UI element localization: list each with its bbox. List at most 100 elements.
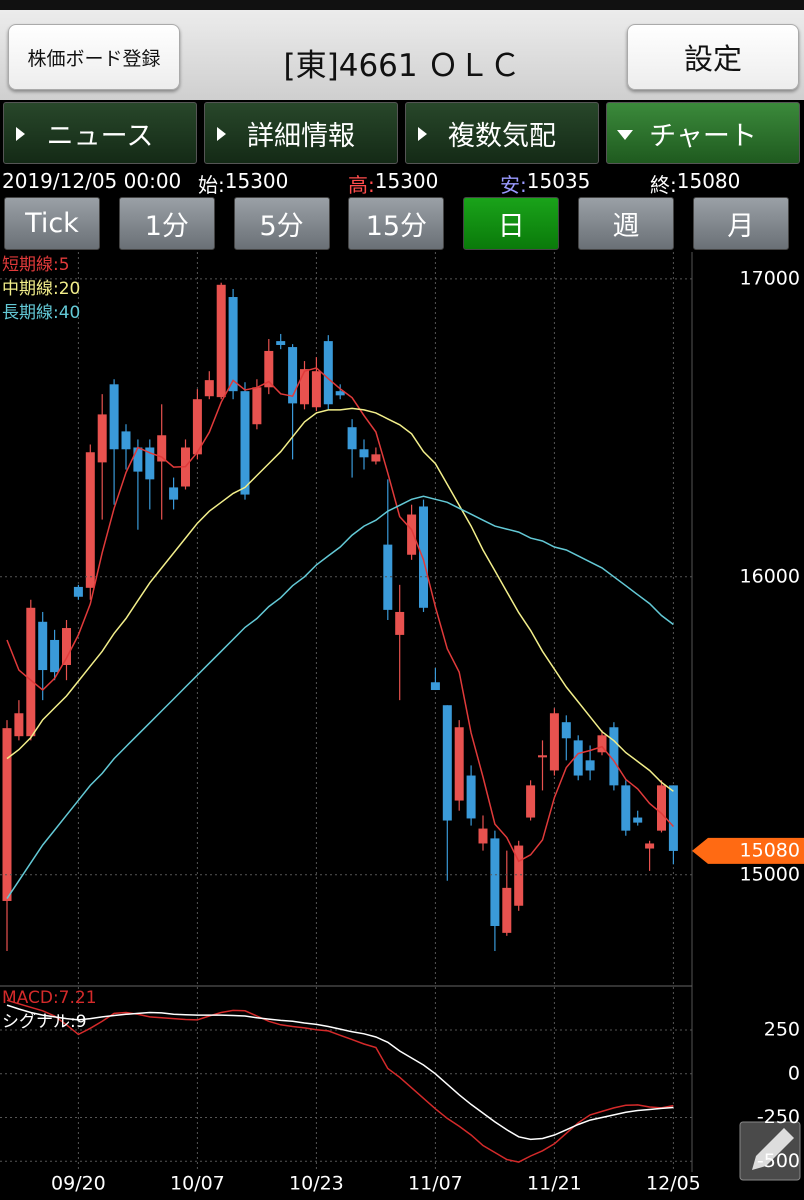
candle-body — [359, 449, 369, 458]
candle-body — [204, 380, 214, 397]
candle-body — [335, 391, 345, 396]
last-price-label: 15080 — [740, 839, 800, 861]
legend-entry: 短期線:5 — [2, 255, 70, 275]
stock-title: [東]4661 ＯＬＣ — [283, 48, 521, 84]
candle-body — [454, 727, 464, 801]
period-button[interactable]: 1分 — [118, 197, 215, 250]
x-tick-label: 10/07 — [170, 1173, 225, 1195]
candle-body — [323, 341, 333, 405]
candle-body — [192, 399, 202, 455]
y-tick-label: -250 — [757, 1106, 800, 1128]
candle-body — [442, 705, 452, 821]
candle-body — [85, 452, 95, 588]
legend-entry: 長期線:40 — [2, 303, 80, 323]
candle-body — [2, 728, 12, 901]
x-tick-label: 12/05 — [646, 1173, 701, 1195]
tab-button[interactable]: 複数気配 — [405, 102, 599, 164]
candle-body — [109, 384, 119, 450]
candle-body — [133, 447, 143, 472]
chart-bg — [0, 252, 804, 1200]
period-button[interactable]: 月 — [692, 197, 789, 250]
candles — [2, 282, 678, 952]
candle-body — [585, 760, 595, 771]
tab-button[interactable]: 詳細情報 — [204, 102, 398, 164]
info-label: 安: — [500, 173, 527, 197]
info-label: 始: — [198, 173, 225, 197]
candle-body — [300, 369, 309, 405]
candle-body — [383, 544, 393, 610]
y-tick-label: 15000 — [740, 863, 800, 885]
candle-body — [157, 435, 167, 462]
tab-icon — [16, 127, 25, 141]
candle-body — [657, 785, 666, 831]
candle-body — [407, 514, 417, 555]
edit-button[interactable] — [739, 1121, 801, 1181]
legend-entry: シグナル:9 — [2, 1012, 87, 1032]
chart: 09/20 10/07 10/23 11/07 11/21 12/05 15000 16000… — [0, 252, 804, 1200]
y-tick-label: 250 — [764, 1019, 800, 1041]
candle-body — [526, 785, 536, 818]
candle-body — [502, 887, 512, 933]
candle-body — [252, 387, 262, 425]
info-value: 15035 — [526, 169, 591, 193]
tab-bar: ニュース 詳細情報 複数気配 チャート — [0, 102, 804, 166]
candle-body — [73, 586, 83, 597]
price-info: 2019/12/05 00:00 始: 15300 高: 15300 安: 15035 終:… — [0, 168, 804, 197]
tab-button[interactable]: チャート — [606, 102, 800, 164]
indicator-line — [6, 495, 674, 900]
candle-body — [347, 427, 357, 450]
x-tick-label: 11/21 — [527, 1173, 582, 1195]
tab-icon — [617, 130, 633, 140]
candle-body — [97, 414, 107, 463]
candle-body — [14, 713, 24, 737]
indicator-line — [6, 367, 674, 863]
candle-body — [430, 682, 440, 691]
candle-body — [145, 447, 155, 480]
top-bar: 株価ボード登録 [東]4661 ＯＬＣ 設定 — [0, 0, 804, 100]
period-button[interactable]: Tick — [4, 197, 100, 250]
candle-body — [62, 628, 71, 665]
settings-button[interactable]: 設定 — [627, 24, 799, 90]
candle-body — [26, 607, 36, 737]
candle-body — [264, 350, 274, 388]
tab-icon — [418, 127, 427, 141]
candle-body — [50, 639, 60, 673]
candle-body — [609, 727, 619, 786]
period-bar: Tick 1分 5分 15分日週月 — [0, 197, 804, 251]
candle-body — [311, 371, 321, 408]
y-tick-label: 17000 — [740, 267, 800, 289]
period-button[interactable]: 日 — [463, 197, 560, 250]
candle-body — [668, 785, 678, 851]
candle-body — [561, 722, 571, 739]
info-value: 15080 — [676, 169, 741, 193]
period-button[interactable]: 15分 — [348, 197, 445, 250]
period-button[interactable]: 週 — [578, 197, 674, 250]
indicator-line — [6, 407, 674, 792]
board-register-button[interactable]: 株価ボード登録 — [8, 24, 180, 90]
tab-icon — [217, 127, 226, 141]
info-value: 15300 — [374, 169, 439, 193]
candle-body — [240, 391, 250, 495]
period-button[interactable]: 5分 — [233, 197, 330, 250]
x-tick-label: 10/23 — [289, 1173, 344, 1195]
y-tick-label: 0 — [788, 1062, 800, 1084]
candle-body — [276, 341, 286, 345]
candle-body — [288, 347, 298, 404]
legend-entry: MACD:7.21 — [2, 988, 97, 1008]
indicator-line — [6, 1004, 674, 1141]
info-value: 15300 — [224, 169, 289, 193]
candle-body — [216, 284, 226, 398]
y-tick-label: 16000 — [740, 565, 800, 587]
candle-body — [633, 817, 643, 823]
tab-button[interactable]: ニュース — [3, 102, 197, 164]
candle-body — [478, 828, 488, 844]
candle-body — [371, 454, 381, 462]
x-tick-label: 11/07 — [408, 1173, 463, 1195]
candle-body — [38, 621, 48, 671]
candle-body — [621, 785, 631, 831]
x-tick-label: 09/20 — [51, 1173, 106, 1195]
datetime: 2019/12/05 00:00 — [2, 169, 182, 193]
candle-body — [549, 713, 559, 771]
candle-body — [645, 843, 655, 849]
